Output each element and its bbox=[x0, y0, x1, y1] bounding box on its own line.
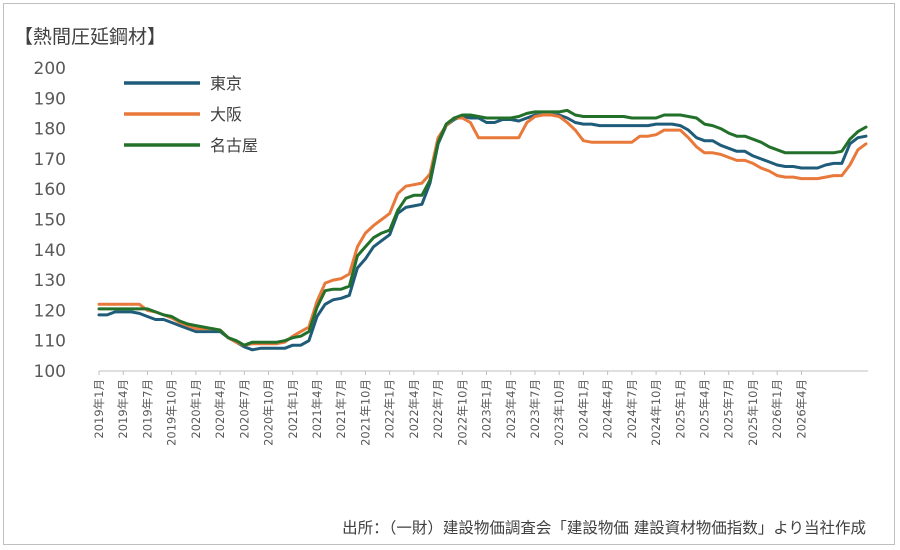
chart-frame: 【熱間圧延鋼材】 100 110 120 130 140 150 160 170 180 190 2… bbox=[3, 3, 895, 545]
x-tick-label: 2022年7月 bbox=[431, 379, 445, 439]
legend-label: 大阪 bbox=[210, 105, 242, 124]
x-tick-label: 2020年10月 bbox=[262, 379, 276, 446]
x-tick-label: 2023年4月 bbox=[504, 379, 518, 439]
x-axis-ticks: 2019年1月 2019年4月 2019年7月 2019年10月 2020年1月 2020… bbox=[92, 371, 808, 446]
x-tick-label: 2023年1月 bbox=[480, 379, 494, 439]
chart-title: 【熱間圧延鋼材】 bbox=[14, 26, 167, 48]
y-tick-label: 150 bbox=[34, 211, 66, 231]
x-tick-label: 2021年7月 bbox=[334, 379, 348, 439]
y-tick-label: 190 bbox=[34, 89, 66, 109]
x-tick-label: 2019年7月 bbox=[140, 379, 154, 439]
series-lines bbox=[97, 108, 868, 352]
x-tick-label: 2025年7月 bbox=[722, 379, 736, 439]
x-tick-label: 2021年1月 bbox=[286, 379, 300, 439]
y-tick-label: 200 bbox=[34, 59, 66, 79]
x-tick-label: 2021年4月 bbox=[310, 379, 324, 439]
x-tick-label: 2019年1月 bbox=[92, 379, 106, 439]
x-tick-label: 2019年4月 bbox=[116, 379, 130, 439]
x-tick-label: 2025年4月 bbox=[698, 379, 712, 439]
x-tick-label: 2020年4月 bbox=[213, 379, 227, 439]
x-tick-label: 2022年1月 bbox=[383, 379, 397, 439]
y-tick-label: 140 bbox=[34, 241, 66, 261]
x-tick-label: 2020年7月 bbox=[237, 379, 251, 439]
x-tick-label: 2023年10月 bbox=[552, 379, 566, 446]
y-tick-label: 110 bbox=[34, 332, 66, 352]
x-tick-label: 2020年1月 bbox=[189, 379, 203, 439]
x-tick-label: 2024年1月 bbox=[576, 379, 590, 439]
source-note: 出所：（一財）建設物価調査会「建設物価 建設資材物価指数」より当社作成 bbox=[342, 519, 866, 537]
y-axis-ticks: 100 110 120 130 140 150 160 170 180 190 200 bbox=[34, 59, 66, 382]
line-chart: 100 110 120 130 140 150 160 170 180 190 200 2019年1… bbox=[34, 59, 868, 446]
x-tick-label: 2025年1月 bbox=[673, 379, 687, 439]
y-tick-label: 130 bbox=[34, 271, 66, 291]
y-tick-label: 160 bbox=[34, 180, 66, 200]
legend-label: 名古屋 bbox=[210, 136, 258, 155]
x-tick-label: 2024年10月 bbox=[649, 379, 663, 446]
y-tick-label: 100 bbox=[34, 362, 66, 382]
x-tick-label: 2026年4月 bbox=[794, 379, 808, 439]
y-tick-label: 170 bbox=[34, 150, 66, 170]
x-tick-label: 2019年10月 bbox=[165, 379, 179, 446]
legend-label: 東京 bbox=[210, 74, 242, 93]
y-tick-label: 120 bbox=[34, 301, 66, 321]
x-tick-label: 2026年1月 bbox=[770, 379, 784, 439]
x-tick-label: 2021年10月 bbox=[358, 379, 372, 446]
y-tick-label: 180 bbox=[34, 120, 66, 140]
series-line-3 bbox=[97, 108, 868, 347]
x-tick-label: 2024年4月 bbox=[601, 379, 615, 439]
x-tick-label: 2023年7月 bbox=[528, 379, 542, 439]
x-tick-label: 2022年10月 bbox=[455, 379, 469, 446]
x-tick-label: 2024年7月 bbox=[625, 379, 639, 439]
x-tick-label: 2022年4月 bbox=[407, 379, 421, 439]
x-tick-label: 2025年10月 bbox=[746, 379, 760, 446]
